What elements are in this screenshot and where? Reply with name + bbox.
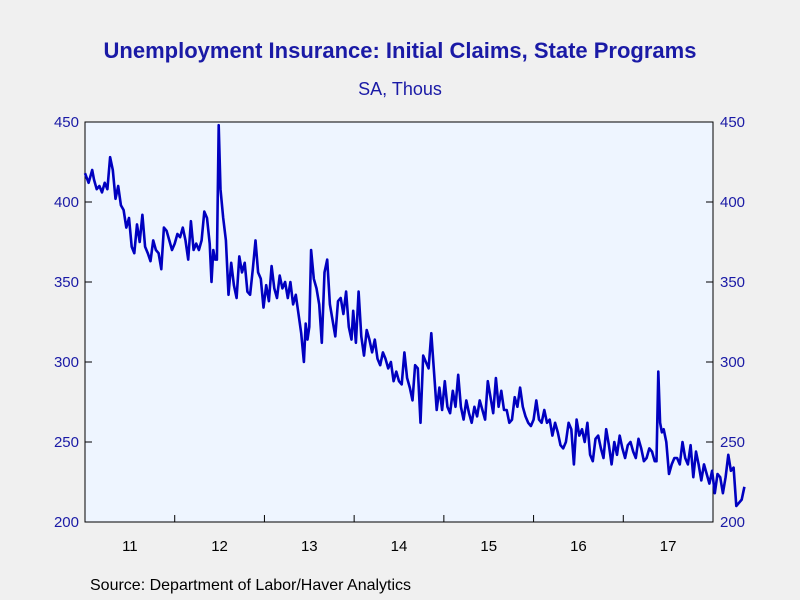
x-tick-label: 12 xyxy=(211,538,228,555)
y-tick-label-left: 450 xyxy=(54,114,79,131)
series-line xyxy=(83,123,746,508)
chart-title: Unemployment Insurance: Initial Claims, … xyxy=(103,38,697,63)
right-axis: 200 250 300 350 400 450 xyxy=(706,114,745,531)
y-tick-label-left: 250 xyxy=(54,434,79,451)
x-tick-label: 15 xyxy=(480,538,497,555)
x-tick-label: 13 xyxy=(301,538,318,555)
x-tick-label: 14 xyxy=(391,538,408,555)
y-tick-label-right: 300 xyxy=(720,354,745,371)
y-tick-label-left: 200 xyxy=(54,514,79,531)
y-tick-label-left: 300 xyxy=(54,354,79,371)
plot-area xyxy=(84,121,714,523)
x-tick-label: 17 xyxy=(660,538,677,555)
y-tick-label-left: 400 xyxy=(54,194,79,211)
chart-subtitle: SA, Thous xyxy=(358,79,442,99)
y-tick-label-left: 350 xyxy=(54,274,79,291)
y-tick-label-right: 450 xyxy=(720,114,745,131)
x-tick-label: 16 xyxy=(570,538,587,555)
left-axis: 200 250 300 350 400 450 xyxy=(54,114,92,531)
y-tick-label-right: 350 xyxy=(720,274,745,291)
source-note: Source: Department of Labor/Haver Analyt… xyxy=(90,577,412,594)
y-tick-label-right: 200 xyxy=(720,514,745,531)
x-axis: 11 12 13 14 15 16 17 xyxy=(122,515,676,555)
y-tick-label-right: 250 xyxy=(720,434,745,451)
y-tick-label-right: 400 xyxy=(720,194,745,211)
x-tick-label: 11 xyxy=(122,538,138,555)
